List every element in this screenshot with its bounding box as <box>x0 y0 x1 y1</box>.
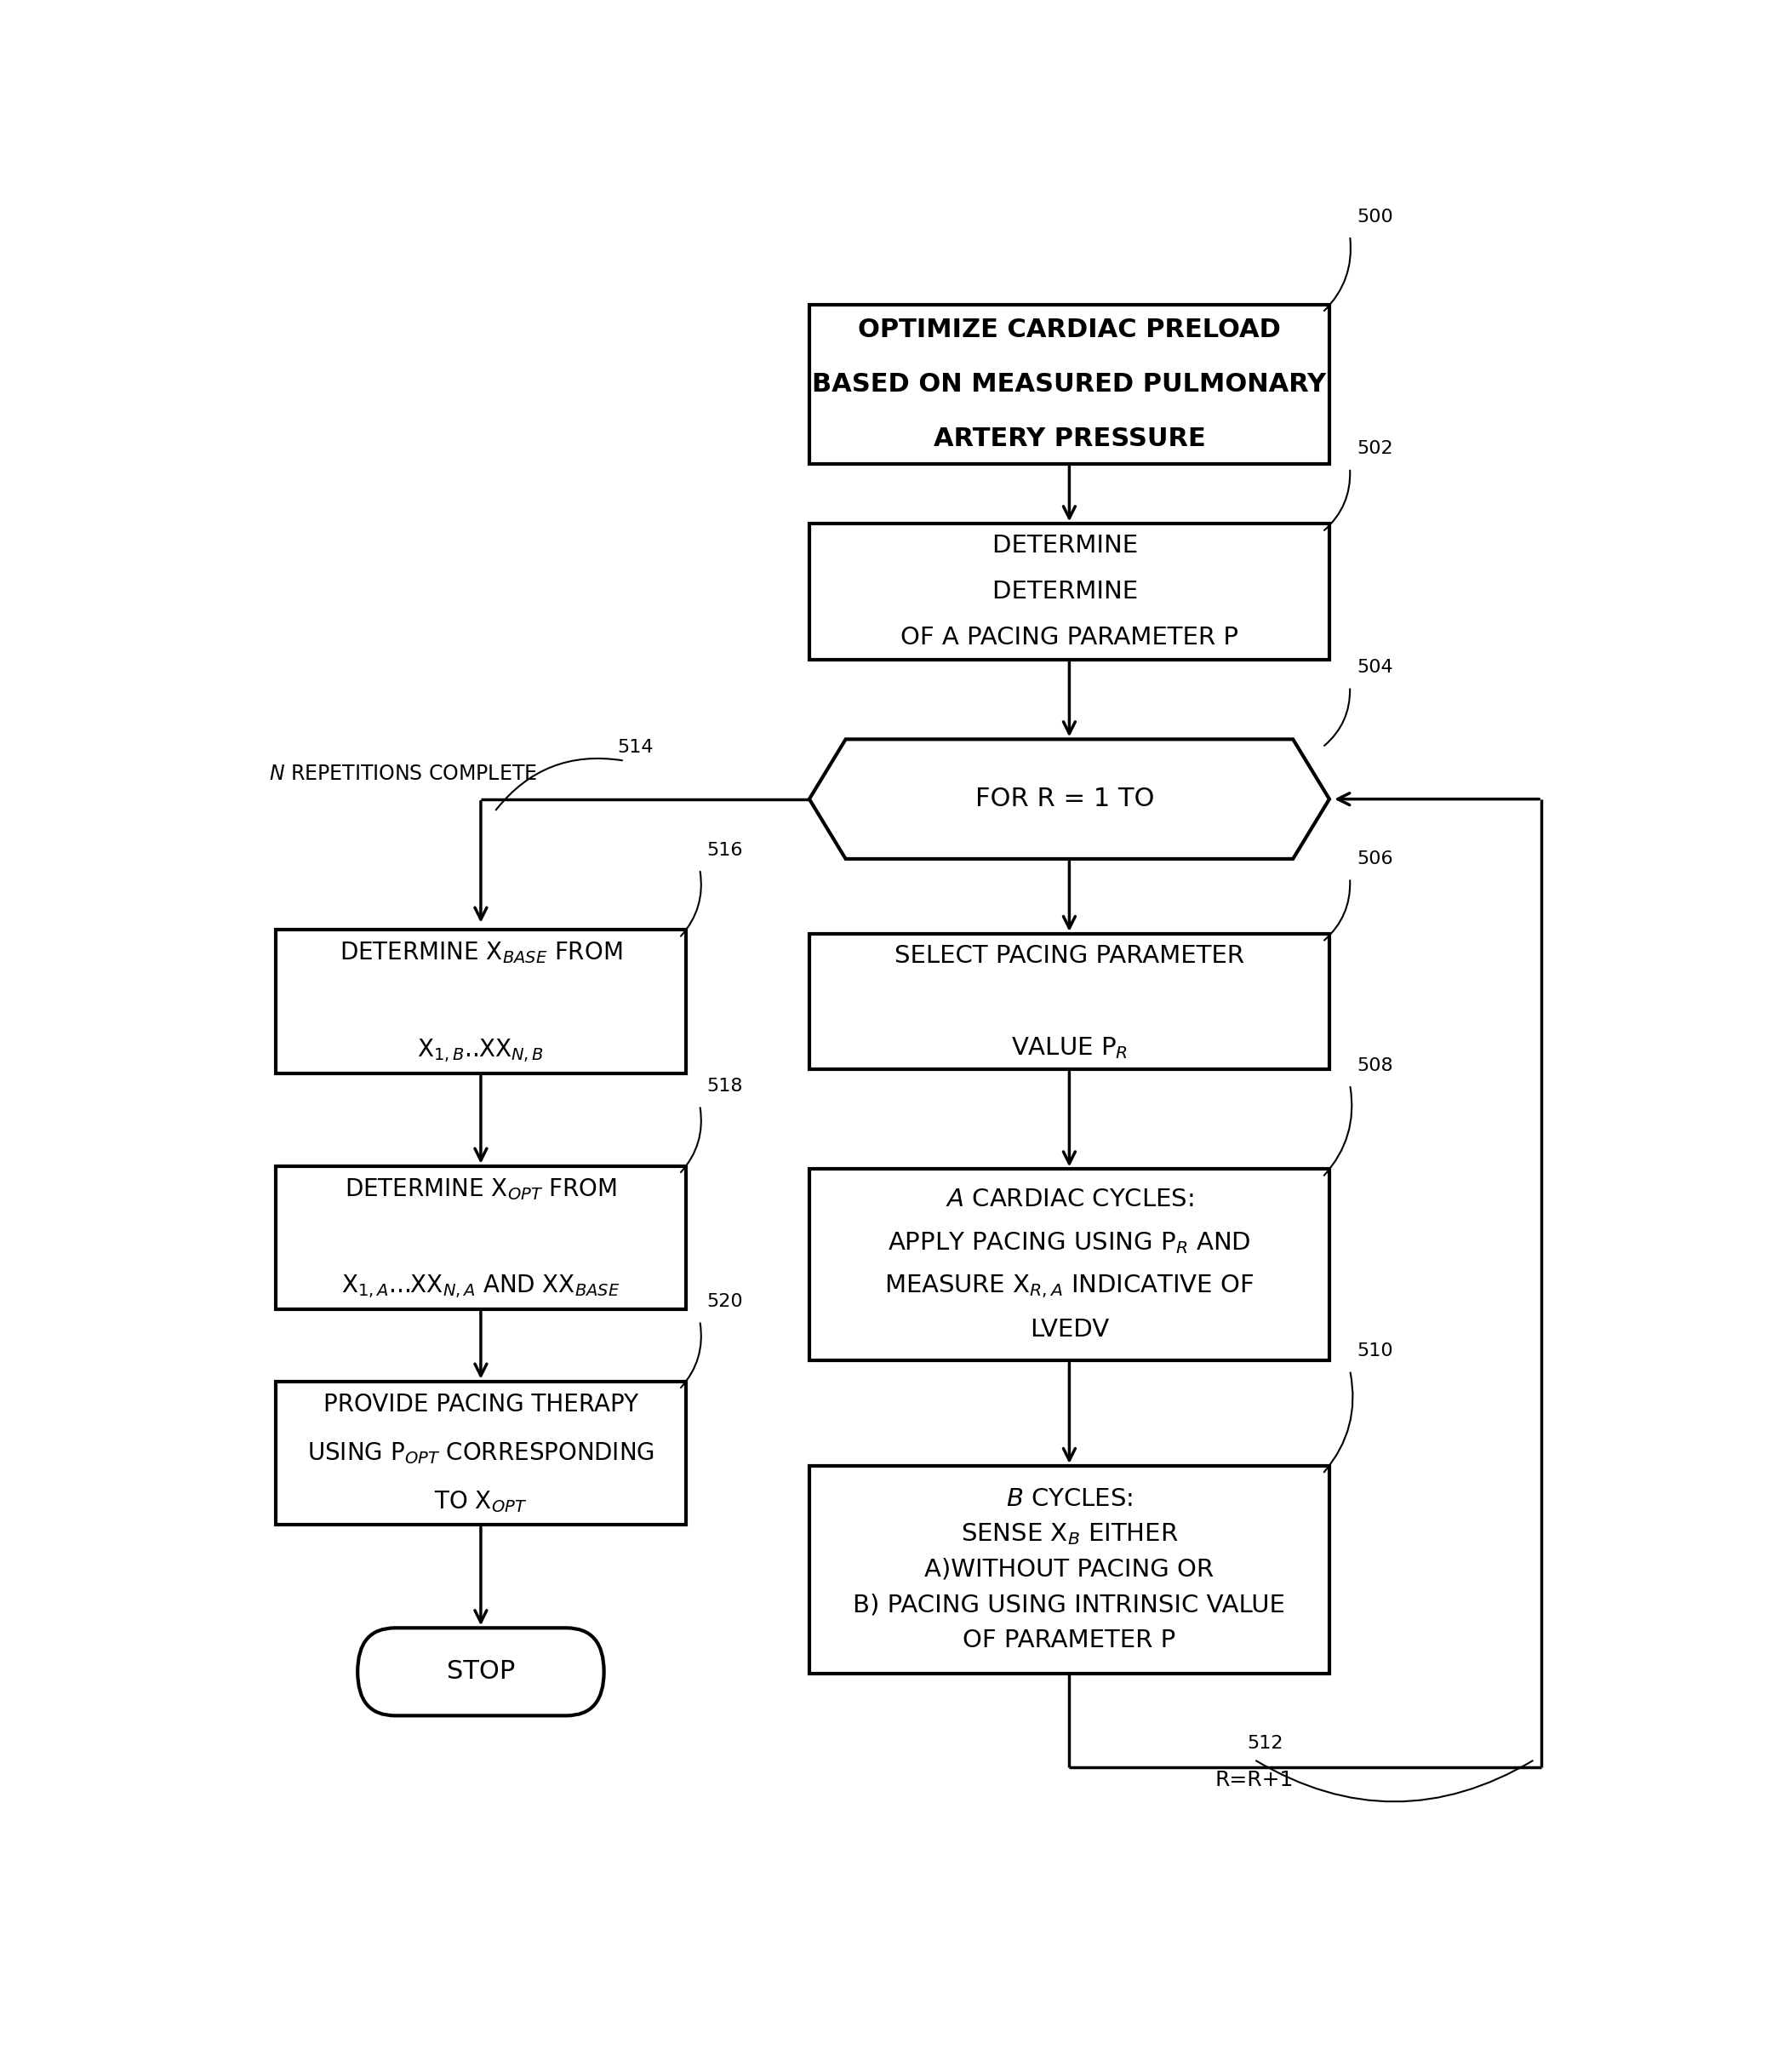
Text: DETERMINE X$_{BASE}$ FROM: DETERMINE X$_{BASE}$ FROM <box>339 941 622 966</box>
Text: X$_{1,A}$...XX$_{N,A}$ AND XX$_{BASE}$: X$_{1,A}$...XX$_{N,A}$ AND XX$_{BASE}$ <box>341 1272 620 1299</box>
Text: $\it{N}$ REPETITIONS COMPLETE: $\it{N}$ REPETITIONS COMPLETE <box>268 762 537 783</box>
Text: 518: 518 <box>706 1077 743 1094</box>
Text: 500: 500 <box>1356 207 1393 226</box>
FancyBboxPatch shape <box>275 1167 685 1310</box>
Text: MEASURE X$_{R,A}$ INDICATIVE OF: MEASURE X$_{R,A}$ INDICATIVE OF <box>885 1272 1254 1299</box>
Text: 506: 506 <box>1356 850 1393 868</box>
FancyBboxPatch shape <box>809 1169 1330 1361</box>
Text: LVEDV: LVEDV <box>1030 1318 1109 1343</box>
Text: 514: 514 <box>618 740 653 756</box>
Text: ARTERY PRESSURE: ARTERY PRESSURE <box>932 427 1206 452</box>
Text: 512: 512 <box>1247 1734 1284 1751</box>
Text: X$_{1,B}$..XX$_{N,B}$: X$_{1,B}$..XX$_{N,B}$ <box>417 1036 544 1065</box>
Text: R=R+1: R=R+1 <box>1215 1769 1293 1790</box>
Text: A)WITHOUT PACING OR: A)WITHOUT PACING OR <box>925 1558 1213 1581</box>
Text: USING P$_{OPT}$ CORRESPONDING: USING P$_{OPT}$ CORRESPONDING <box>307 1440 655 1465</box>
FancyBboxPatch shape <box>809 305 1330 464</box>
Text: SELECT PACING PARAMETER: SELECT PACING PARAMETER <box>894 943 1245 968</box>
Text: $\it{B}$ CYCLES:: $\it{B}$ CYCLES: <box>1007 1488 1132 1510</box>
Text: VALUE P$_{R}$: VALUE P$_{R}$ <box>1010 1036 1128 1061</box>
Text: SENSE X$_{B}$ EITHER: SENSE X$_{B}$ EITHER <box>961 1521 1178 1548</box>
Text: APPLY PACING USING P$_{R}$ AND: APPLY PACING USING P$_{R}$ AND <box>888 1231 1250 1256</box>
FancyBboxPatch shape <box>809 1467 1330 1674</box>
Text: DETERMINE: DETERMINE <box>992 535 1146 557</box>
Text: 502: 502 <box>1356 441 1393 458</box>
Text: $\it{A}$ CARDIAC CYCLES:: $\it{A}$ CARDIAC CYCLES: <box>945 1187 1194 1212</box>
Text: TO X$_{OPT}$: TO X$_{OPT}$ <box>434 1490 528 1515</box>
Text: OPTIMIZE CARDIAC PRELOAD: OPTIMIZE CARDIAC PRELOAD <box>858 317 1280 342</box>
FancyBboxPatch shape <box>357 1629 604 1716</box>
FancyBboxPatch shape <box>275 1382 685 1525</box>
FancyBboxPatch shape <box>275 930 685 1073</box>
Text: OF PARAMETER P: OF PARAMETER P <box>962 1629 1176 1651</box>
Text: 516: 516 <box>706 841 743 858</box>
FancyBboxPatch shape <box>809 934 1330 1069</box>
Text: DETERMINE X$_{OPT}$ FROM: DETERMINE X$_{OPT}$ FROM <box>344 1177 616 1202</box>
Text: DETERMINE: DETERMINE <box>992 580 1146 603</box>
Text: PROVIDE PACING THERAPY: PROVIDE PACING THERAPY <box>323 1392 638 1417</box>
Text: FOR R = 1 TO: FOR R = 1 TO <box>975 787 1164 812</box>
Text: STOP: STOP <box>447 1660 516 1685</box>
Text: 520: 520 <box>706 1293 743 1310</box>
Polygon shape <box>809 740 1330 860</box>
Text: 504: 504 <box>1356 659 1393 675</box>
Text: OF A PACING PARAMETER P: OF A PACING PARAMETER P <box>901 626 1238 651</box>
Text: B) PACING USING INTRINSIC VALUE: B) PACING USING INTRINSIC VALUE <box>853 1593 1286 1616</box>
Text: 510: 510 <box>1356 1343 1393 1359</box>
Text: BASED ON MEASURED PULMONARY: BASED ON MEASURED PULMONARY <box>812 371 1326 396</box>
FancyBboxPatch shape <box>809 524 1330 659</box>
Text: 508: 508 <box>1356 1057 1393 1073</box>
